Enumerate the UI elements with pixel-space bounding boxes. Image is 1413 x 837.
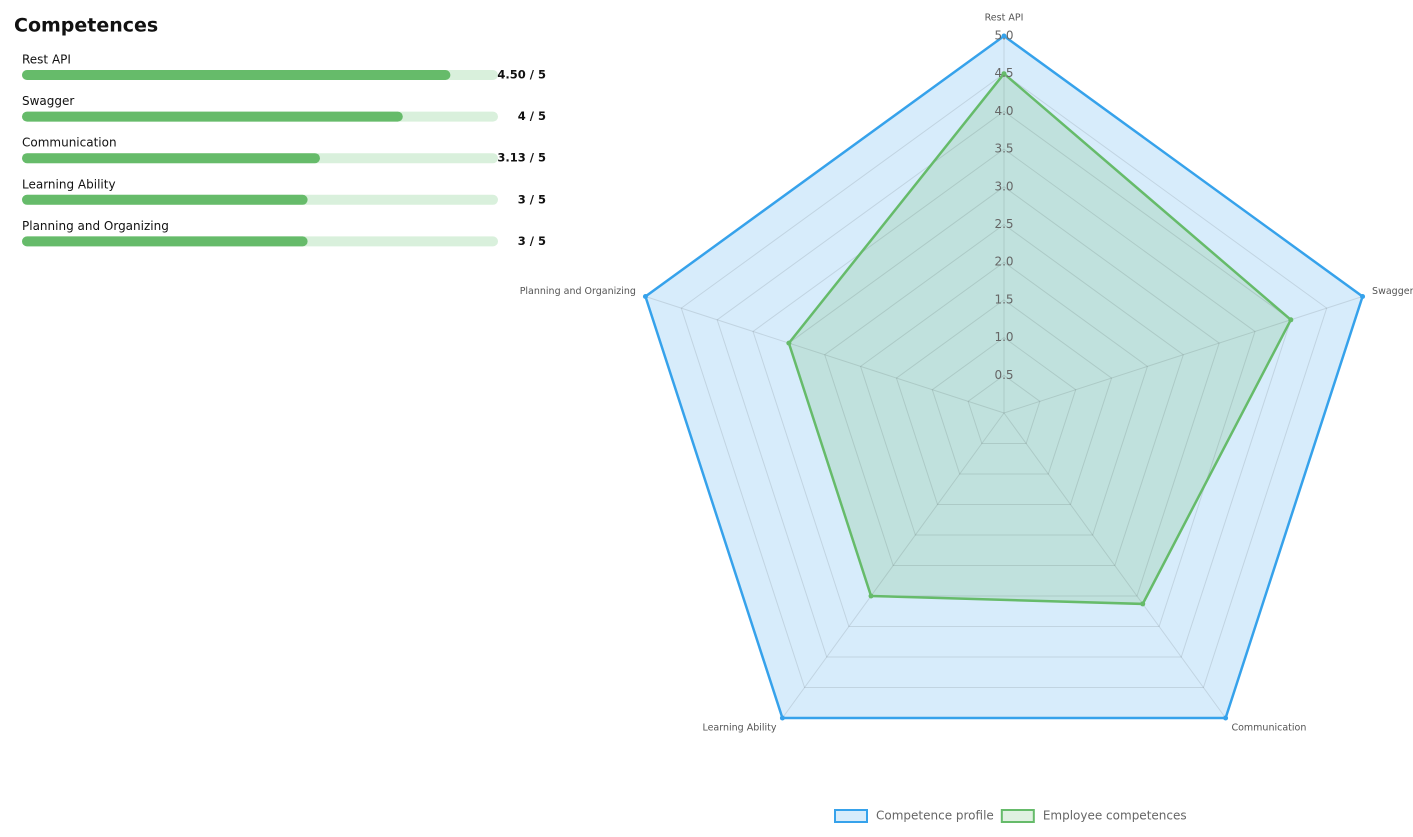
bar-fill bbox=[22, 70, 451, 80]
r-tick-label: 3.5 bbox=[994, 142, 1013, 156]
radar-point bbox=[779, 715, 785, 721]
bar-value: 4 / 5 bbox=[518, 109, 546, 123]
r-tick-label: 2.0 bbox=[994, 255, 1013, 269]
section-title: Competences bbox=[14, 15, 158, 37]
legend-label: Employee competences bbox=[1043, 809, 1187, 823]
grid-ring bbox=[859, 261, 1149, 536]
bar-label: Planning and Organizing bbox=[22, 219, 169, 233]
grid-ring bbox=[967, 374, 1041, 444]
r-tick-label: 0.5 bbox=[994, 368, 1013, 382]
r-tick-label: 5.0 bbox=[994, 29, 1013, 43]
bar-label: Learning Ability bbox=[22, 177, 116, 191]
radar-area bbox=[788, 73, 1291, 604]
grid-ring bbox=[895, 299, 1113, 505]
point-label: Communication bbox=[1231, 723, 1306, 734]
bar-value: 4.50 / 5 bbox=[497, 68, 546, 82]
radar-point bbox=[1288, 317, 1294, 323]
radar-point bbox=[1140, 601, 1146, 607]
spoke bbox=[645, 296, 1005, 414]
radar-point bbox=[1223, 715, 1229, 721]
r-tick-label: 4.0 bbox=[994, 104, 1013, 118]
bar-value: 3.13 / 5 bbox=[497, 151, 546, 165]
r-tick-label: 3.0 bbox=[994, 179, 1013, 193]
grid-ring bbox=[824, 223, 1184, 566]
bar-label: Rest API bbox=[22, 53, 71, 67]
radar-line bbox=[643, 34, 1365, 720]
r-tick-label: 1.0 bbox=[994, 330, 1013, 344]
legend-swatch bbox=[1000, 809, 1035, 823]
legend-swatch bbox=[834, 809, 868, 823]
bar-fill bbox=[22, 194, 308, 205]
point-label: Learning Ability bbox=[702, 723, 776, 734]
r-tick-label: 1.5 bbox=[994, 292, 1013, 306]
bar-fill bbox=[22, 153, 320, 164]
bar-fill bbox=[22, 236, 308, 247]
radar-area bbox=[645, 36, 1363, 718]
radar-point bbox=[1001, 33, 1007, 39]
radar-point bbox=[1360, 294, 1366, 300]
spoke bbox=[1003, 296, 1363, 414]
legend-label: Competence profile bbox=[876, 809, 994, 823]
radar-point bbox=[868, 593, 874, 599]
grid-ring bbox=[752, 148, 1256, 627]
bar-value: 3 / 5 bbox=[518, 192, 546, 206]
point-label: Planning and Organizing bbox=[520, 286, 636, 297]
r-tick-label: 2.5 bbox=[994, 217, 1013, 231]
radar-point bbox=[786, 340, 792, 346]
point-label: Swagger bbox=[1372, 286, 1413, 297]
radar-line bbox=[787, 71, 1293, 606]
point-label: Rest API bbox=[985, 13, 1024, 24]
bar-label: Communication bbox=[22, 136, 117, 150]
spoke bbox=[1003, 412, 1226, 719]
bar-value: 3 / 5 bbox=[518, 234, 546, 248]
grid-ring bbox=[788, 186, 1220, 597]
r-tick-label: 4.5 bbox=[994, 66, 1013, 80]
grid-ring bbox=[931, 336, 1077, 475]
grid-ring bbox=[716, 110, 1292, 658]
bar-fill bbox=[22, 111, 403, 122]
spoke bbox=[782, 412, 1005, 719]
bar-label: Swagger bbox=[22, 94, 74, 108]
radar-point bbox=[1001, 71, 1007, 77]
grid-ring bbox=[680, 73, 1328, 688]
radar-point bbox=[642, 294, 648, 300]
